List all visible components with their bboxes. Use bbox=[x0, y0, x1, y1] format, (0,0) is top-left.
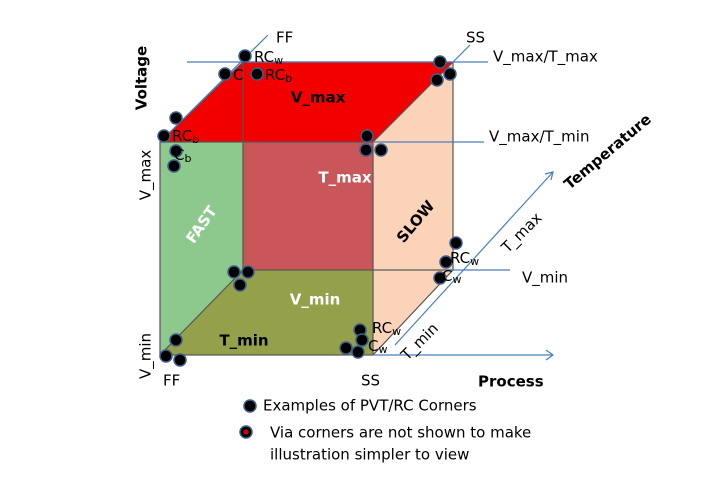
axis-label: FF bbox=[163, 372, 180, 390]
corner-label: RCb bbox=[265, 66, 292, 86]
axis-label: V_max/T_min bbox=[489, 128, 589, 147]
corner-label: C bbox=[233, 66, 243, 84]
temperature-axis-title: Temperature bbox=[561, 110, 655, 193]
text-part: w bbox=[470, 255, 479, 268]
axis-label: T_max bbox=[497, 209, 546, 258]
slow-face bbox=[373, 62, 453, 355]
text-part: w bbox=[392, 325, 401, 338]
text-part: b bbox=[184, 152, 191, 165]
axis-label: V_min bbox=[137, 333, 156, 379]
text-part: C bbox=[442, 267, 452, 285]
face-label: V_max bbox=[291, 89, 346, 107]
legend-text: Via corners are not shown to make bbox=[270, 424, 531, 442]
text-part: b bbox=[285, 72, 292, 85]
text-part: RC bbox=[450, 249, 470, 267]
corner-label: RCw bbox=[254, 48, 283, 68]
face-label: T_min bbox=[219, 332, 268, 350]
axis-label: SS bbox=[466, 29, 485, 47]
axis-label: V_min bbox=[522, 269, 568, 288]
axis-label: V_max bbox=[137, 150, 156, 201]
text-part: w bbox=[378, 343, 387, 356]
text-part: C bbox=[233, 66, 243, 84]
corner-dots bbox=[157, 49, 463, 439]
axis-label: SS bbox=[361, 372, 380, 390]
text-part: RC bbox=[372, 319, 392, 337]
text-part: RC bbox=[254, 48, 274, 66]
corner-label: RCw bbox=[372, 319, 401, 339]
process-axis-title: Process bbox=[478, 373, 544, 391]
voltage-axis-title: Voltage bbox=[133, 46, 151, 110]
text-part: RC bbox=[265, 66, 285, 84]
corner-label: Cw bbox=[442, 267, 461, 287]
text-part: w bbox=[452, 273, 461, 286]
back-face bbox=[243, 142, 373, 270]
text-part: w bbox=[274, 54, 283, 67]
axis-label: FF bbox=[276, 29, 293, 47]
top-face bbox=[160, 62, 453, 142]
face-label: V_min bbox=[290, 291, 341, 309]
corner-label: RCb bbox=[172, 127, 199, 147]
text-part: b bbox=[192, 133, 199, 146]
axis-label: V_max/T_max bbox=[493, 48, 598, 67]
bottom-face bbox=[160, 270, 373, 355]
text-part: RC bbox=[172, 127, 192, 145]
legend-text: illustration simpler to view bbox=[270, 446, 469, 464]
legend-text: Examples of PVT/RC Corners bbox=[263, 397, 477, 415]
face-label: T_max bbox=[318, 169, 371, 187]
text-part: C bbox=[368, 337, 378, 355]
corner-label: RCw bbox=[450, 249, 479, 269]
text-part: C bbox=[174, 146, 184, 164]
corner-label: Cb bbox=[174, 146, 191, 166]
corner-label: Cw bbox=[368, 337, 387, 357]
axis-label: T_min bbox=[397, 319, 443, 365]
